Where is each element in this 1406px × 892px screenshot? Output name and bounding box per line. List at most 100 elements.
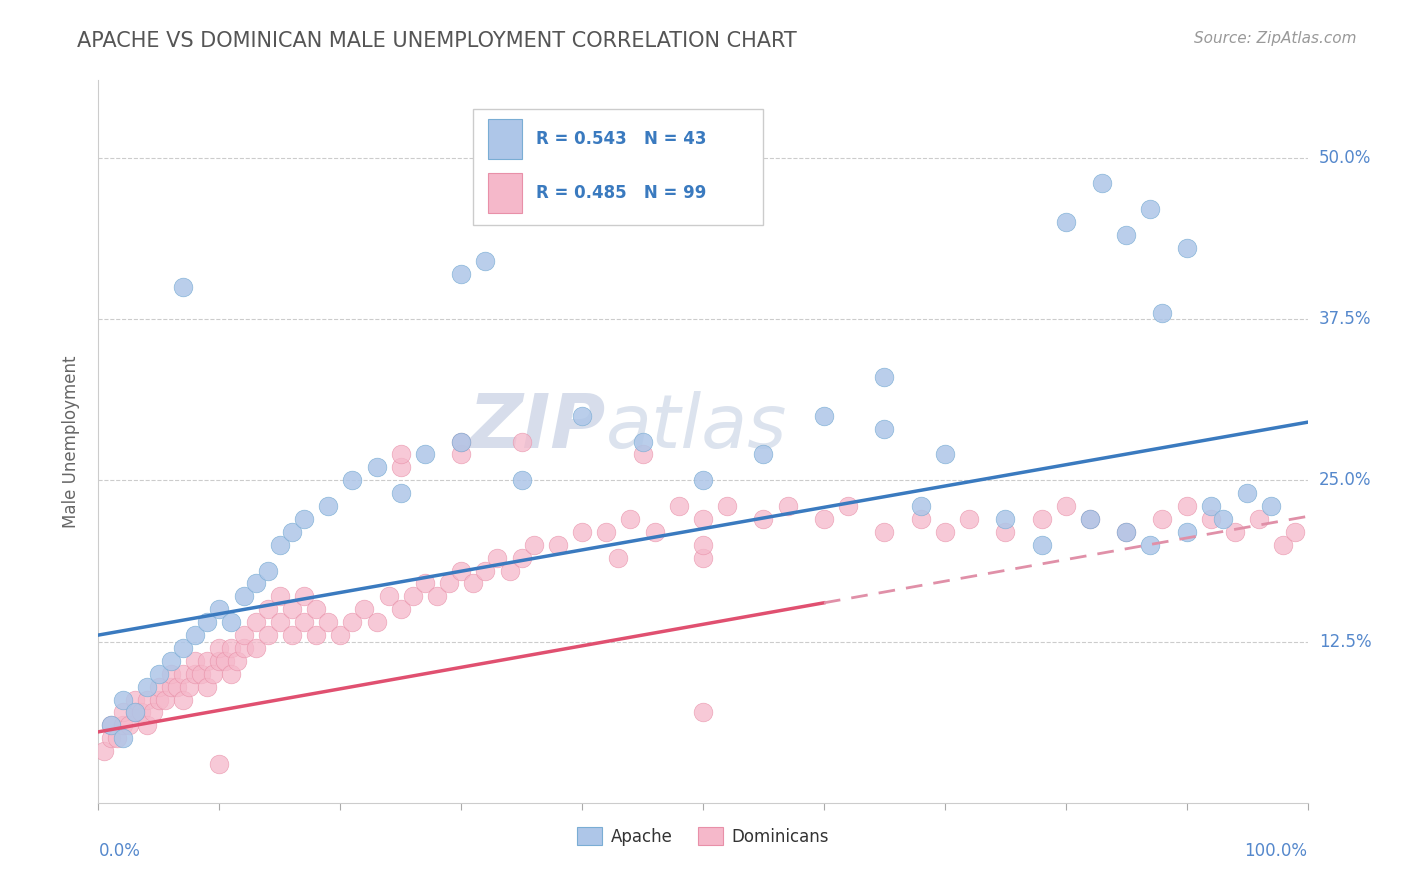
Point (426, 590, 449, 604)
Point (292, 590, 315, 604)
Point (184, 666, 207, 681)
Point (305, 602, 328, 616)
Point (413, 447, 436, 461)
Point (160, 680, 183, 694)
Point (450, 564, 472, 578)
Point (124, 706, 146, 720)
Point (474, 254, 496, 268)
Point (221, 640, 243, 655)
Point (292, 615, 315, 630)
Point (208, 640, 231, 655)
Point (281, 524, 304, 539)
Text: APACHE VS DOMINICAN MALE UNEMPLOYMENT CORRELATION CHART: APACHE VS DOMINICAN MALE UNEMPLOYMENT CO… (77, 31, 797, 51)
Text: 37.5%: 37.5% (1319, 310, 1371, 328)
Point (510, 434, 533, 449)
Point (1152, 305, 1174, 319)
Point (195, 654, 218, 668)
Point (342, 615, 364, 630)
Point (873, 370, 896, 384)
Point (692, 706, 714, 720)
Point (389, 460, 412, 475)
Point (692, 538, 714, 552)
Point (1223, 524, 1246, 539)
Point (1199, 499, 1222, 513)
Text: 12.5%: 12.5% (1319, 632, 1371, 650)
Point (716, 499, 738, 513)
Point (873, 524, 896, 539)
Point (1272, 538, 1295, 552)
Point (910, 512, 932, 526)
Point (1139, 202, 1161, 217)
Point (135, 718, 157, 732)
Point (1115, 524, 1137, 539)
Point (450, 267, 472, 281)
Point (292, 512, 315, 526)
Point (402, 590, 425, 604)
Point (93, 744, 115, 758)
Text: atlas: atlas (606, 391, 787, 463)
Point (221, 666, 243, 681)
Point (172, 279, 194, 293)
Point (619, 512, 641, 526)
Point (498, 564, 520, 578)
Point (1249, 512, 1271, 526)
Point (752, 447, 775, 461)
Point (353, 602, 375, 616)
Point (389, 602, 412, 616)
Point (1031, 538, 1053, 552)
Point (1284, 524, 1306, 539)
Point (184, 628, 207, 642)
Point (256, 564, 278, 578)
Point (692, 473, 714, 487)
Point (910, 499, 932, 513)
Point (305, 628, 328, 642)
Point (1175, 524, 1198, 539)
Legend: Apache, Dominicans: Apache, Dominicans (571, 821, 835, 852)
Point (366, 460, 388, 475)
Point (366, 615, 388, 630)
Point (571, 524, 593, 539)
Point (172, 666, 194, 681)
Point (450, 434, 472, 449)
Point (607, 550, 630, 565)
Text: 25.0%: 25.0% (1319, 471, 1371, 489)
Text: 0.0%: 0.0% (98, 842, 141, 860)
Point (153, 692, 176, 706)
Point (129, 706, 152, 720)
Point (813, 409, 835, 423)
Point (1091, 177, 1114, 191)
Point (644, 524, 666, 539)
Point (245, 576, 267, 591)
Point (232, 628, 254, 642)
Point (1115, 228, 1137, 243)
Point (342, 473, 364, 487)
Point (221, 615, 243, 630)
Point (269, 538, 291, 552)
Point (1175, 241, 1198, 255)
Point (226, 654, 249, 668)
Point (111, 718, 134, 732)
Point (437, 576, 460, 591)
Point (208, 602, 231, 616)
Point (994, 524, 1017, 539)
Point (100, 731, 122, 746)
Point (135, 680, 157, 694)
Point (195, 680, 218, 694)
Point (100, 718, 122, 732)
Point (752, 512, 775, 526)
Point (118, 718, 141, 732)
FancyBboxPatch shape (474, 109, 763, 225)
Point (256, 628, 278, 642)
Point (148, 692, 170, 706)
Point (256, 602, 278, 616)
Point (124, 706, 146, 720)
Point (166, 680, 188, 694)
Point (281, 628, 304, 642)
Point (813, 512, 835, 526)
Point (269, 615, 291, 630)
Point (1078, 512, 1101, 526)
Point (474, 564, 496, 578)
Point (124, 692, 146, 706)
Point (148, 680, 170, 694)
Text: R = 0.543   N = 43: R = 0.543 N = 43 (536, 130, 707, 148)
